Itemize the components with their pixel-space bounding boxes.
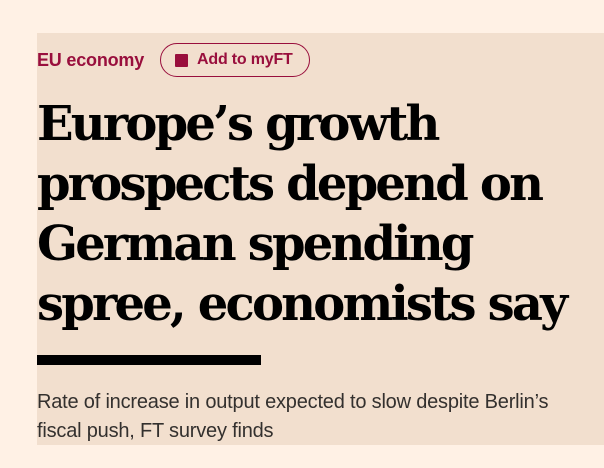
article-headline: Europe’s growth prospects depend on Germ…	[37, 96, 568, 332]
article-standfirst: Rate of increase in output expected to s…	[37, 391, 549, 442]
article-header-panel	[37, 33, 604, 445]
add-to-myft-button[interactable]: Add to myFT	[160, 43, 310, 77]
square-icon	[175, 53, 189, 67]
topic-row: EU economy Add to myFT	[37, 42, 310, 78]
add-to-myft-label: Add to myFT	[197, 51, 293, 68]
topic-link-eu-economy[interactable]: EU economy	[37, 49, 145, 70]
headline-divider	[37, 355, 261, 365]
